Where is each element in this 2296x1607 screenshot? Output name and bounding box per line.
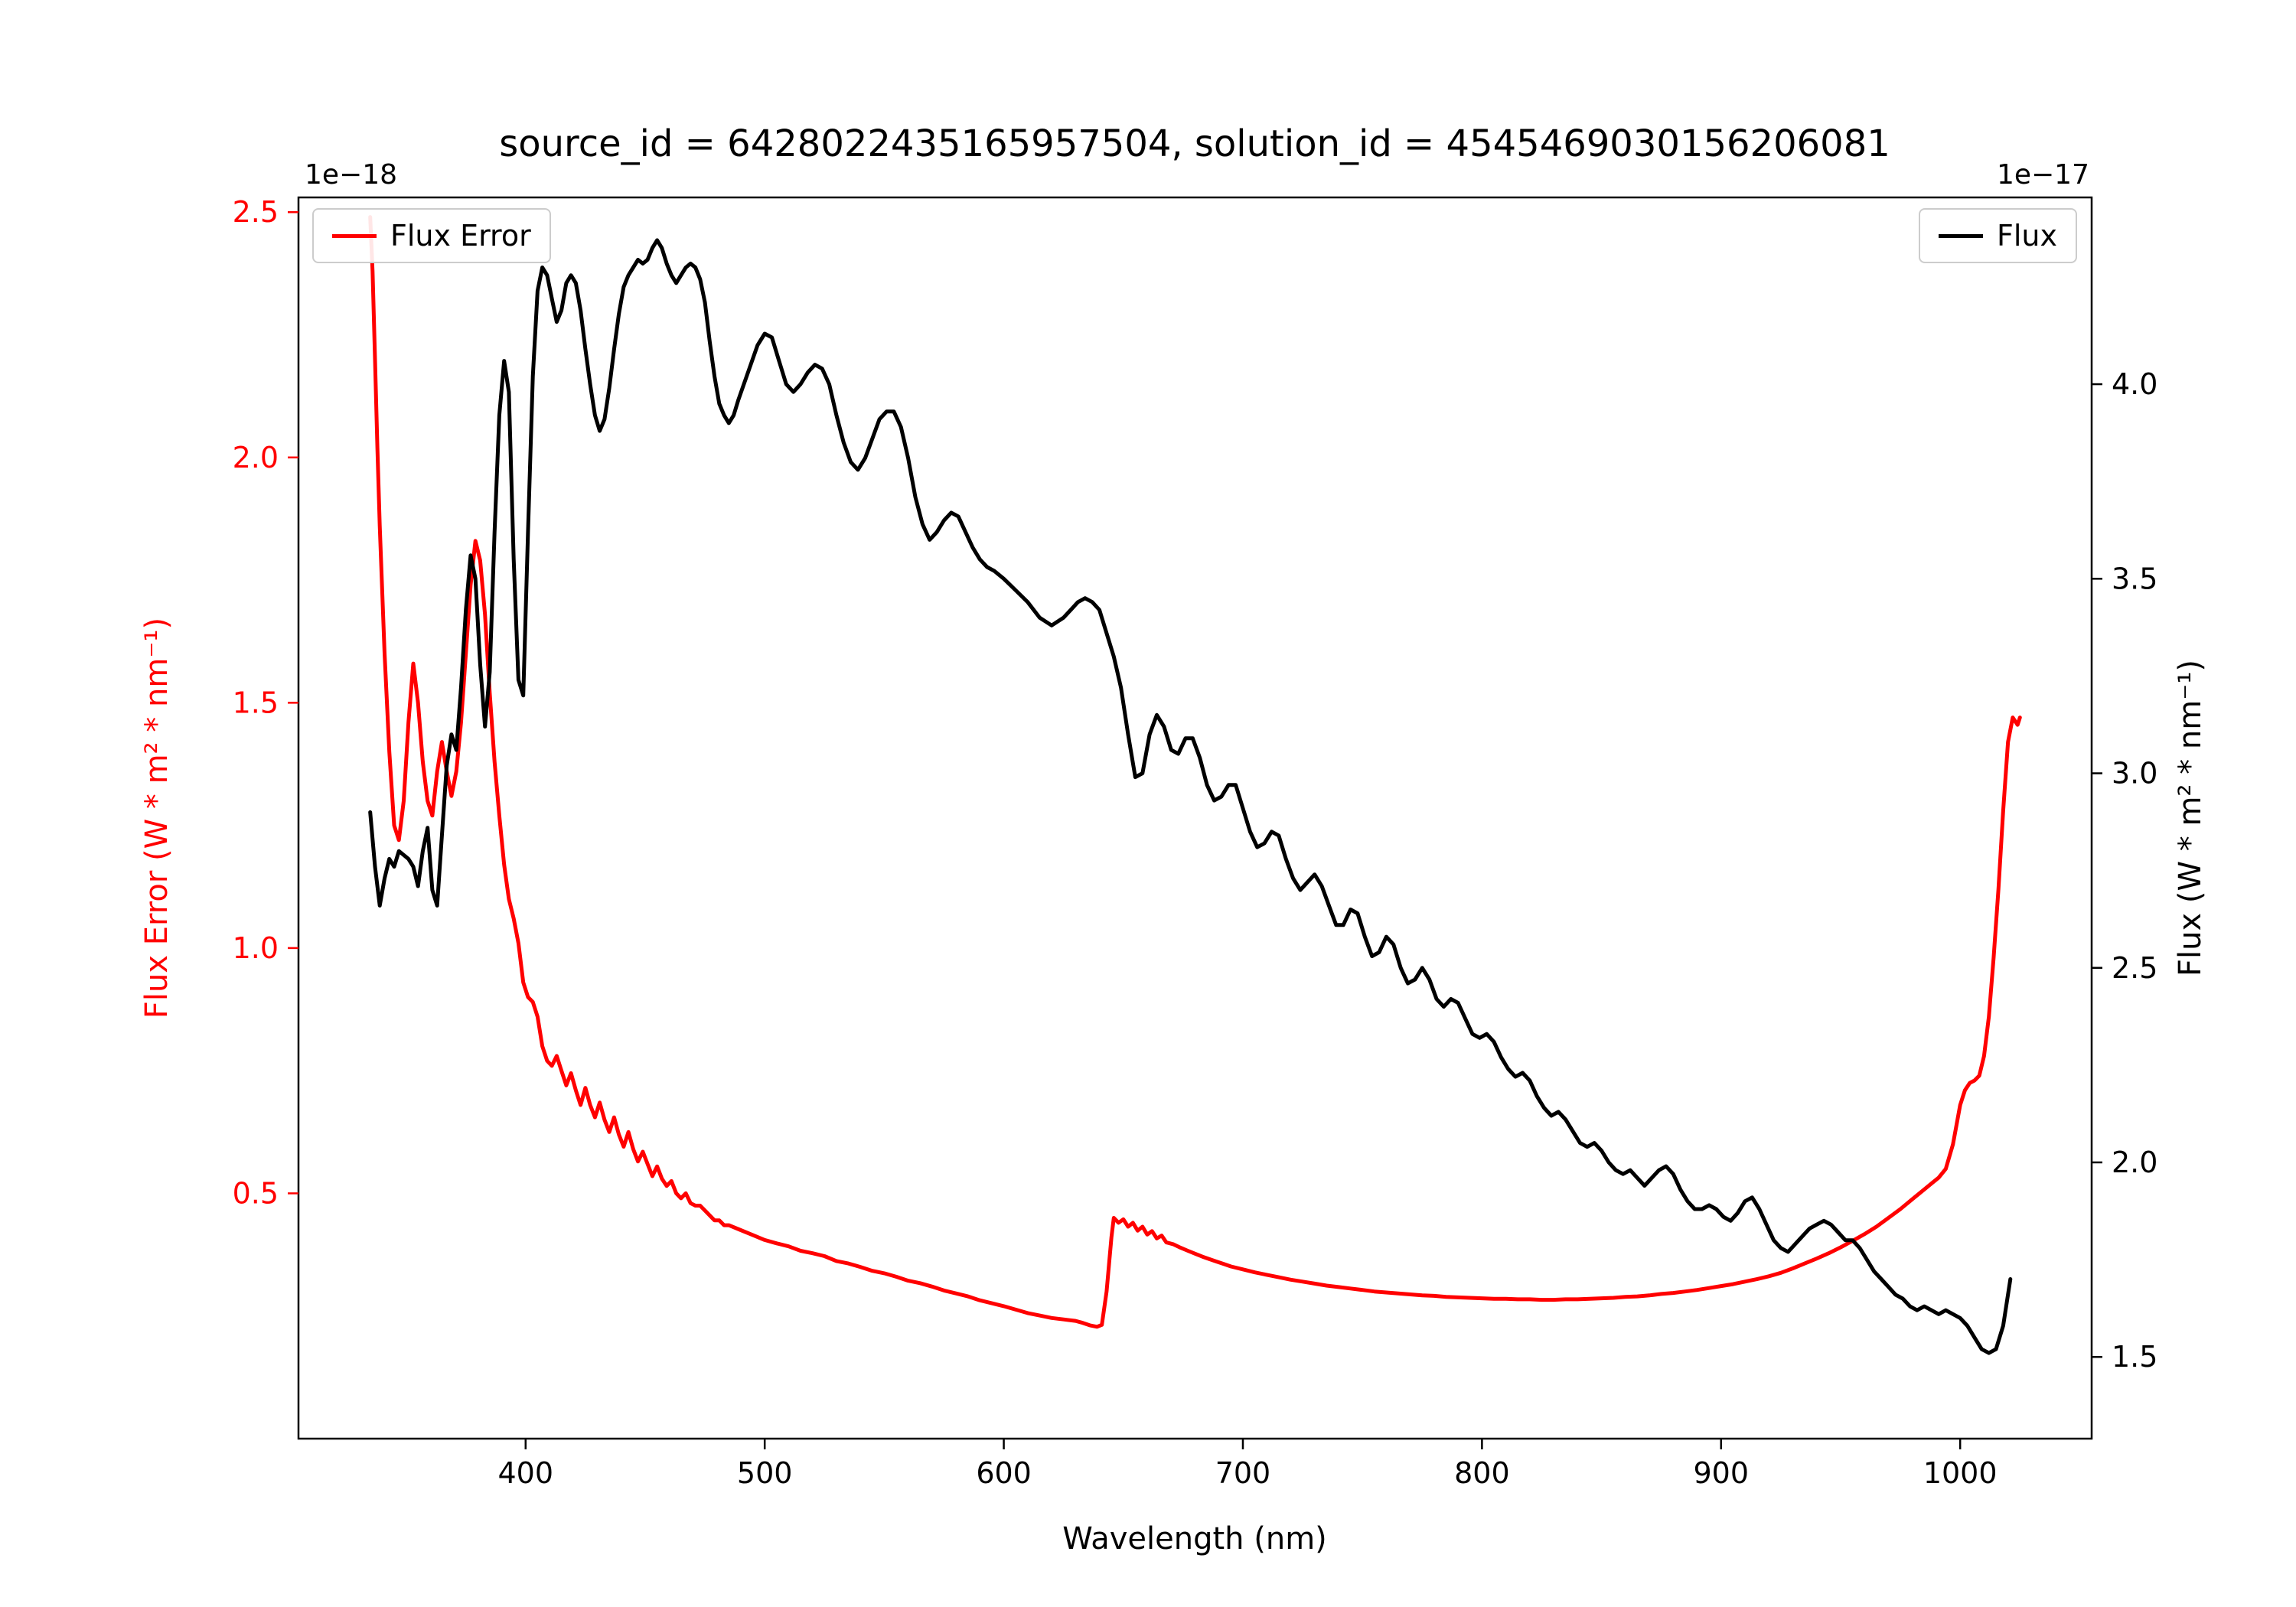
x-tick-label: 600 [976,1456,1032,1490]
x-tick-label: 500 [737,1456,793,1490]
plot-border [297,196,2093,1440]
x-tick-label: 800 [1454,1456,1510,1490]
x-axis-label: Wavelength (nm) [1062,1521,1327,1556]
x-tick-label: 900 [1694,1456,1750,1490]
chart-title: source_id = 6428022435165957504, solutio… [499,122,1890,165]
series-flux-error [368,215,2022,1329]
left-y-axis-label: Flux Error (W * m² * nm⁻¹) [139,617,174,1019]
legend-flux-error-label: Flux Error [390,219,531,253]
series-flux [368,238,2013,1355]
left-y-tick-label: 1.0 [233,931,279,965]
flux-line-sample [1939,233,1983,238]
legend-flux-error: Flux Error [312,208,551,263]
x-tick-label: 400 [498,1456,554,1490]
flux-error-line-sample [332,233,377,238]
right-y-tick-label: 4.0 [2112,367,2157,401]
left-y-tick-label: 1.5 [233,686,279,719]
right-y-tick-label: 1.5 [2112,1340,2157,1374]
right-y-tick-label: 2.5 [2112,951,2157,985]
left-y-tick-label: 2.0 [233,441,279,474]
x-tick-label: 700 [1215,1456,1271,1490]
right-y-axis-label: Flux (W * m² * nm⁻¹) [2173,660,2208,976]
right-y-tick-label: 2.0 [2112,1146,2157,1179]
left-axis-offset-text: 1e−18 [305,159,398,191]
x-tick-label: 1000 [1923,1456,1998,1490]
left-y-tick-label: 2.5 [233,195,279,229]
legend-flux-label: Flux [1997,219,2057,253]
right-axis-offset-text: 1e−17 [1996,159,2089,191]
right-y-tick-label: 3.0 [2112,757,2157,790]
left-y-tick-label: 0.5 [233,1176,279,1210]
legend-flux: Flux [1919,208,2077,263]
right-y-tick-label: 3.5 [2112,562,2157,595]
